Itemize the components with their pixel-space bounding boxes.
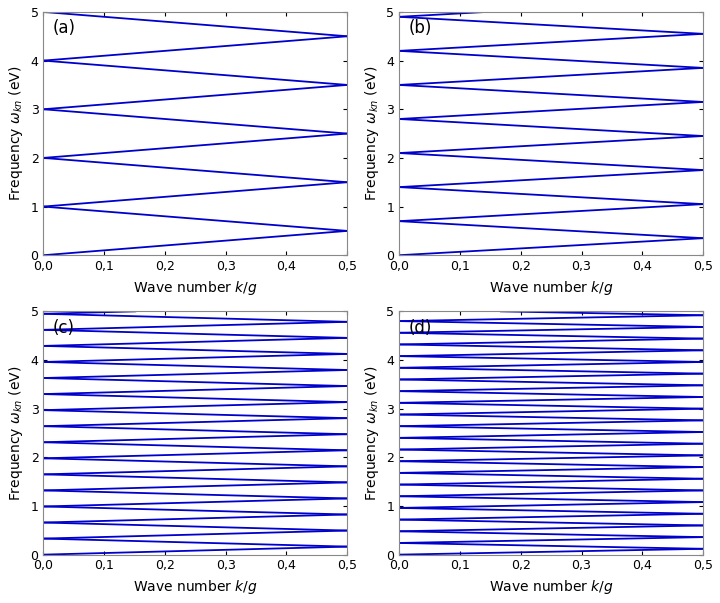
- Text: (c): (c): [53, 318, 74, 336]
- Y-axis label: Frequency $\omega_{kn}$ (eV): Frequency $\omega_{kn}$ (eV): [7, 66, 25, 201]
- X-axis label: Wave number $k/g$: Wave number $k/g$: [489, 279, 613, 297]
- Y-axis label: Frequency $\omega_{kn}$ (eV): Frequency $\omega_{kn}$ (eV): [363, 365, 381, 500]
- X-axis label: Wave number $k/g$: Wave number $k/g$: [489, 578, 613, 596]
- Y-axis label: Frequency $\omega_{kn}$ (eV): Frequency $\omega_{kn}$ (eV): [363, 66, 381, 201]
- Text: (d): (d): [408, 318, 432, 336]
- X-axis label: Wave number $k/g$: Wave number $k/g$: [132, 279, 258, 297]
- Y-axis label: Frequency $\omega_{kn}$ (eV): Frequency $\omega_{kn}$ (eV): [7, 365, 25, 500]
- Text: (a): (a): [53, 19, 76, 37]
- X-axis label: Wave number $k/g$: Wave number $k/g$: [132, 578, 258, 596]
- Text: (b): (b): [408, 19, 432, 37]
